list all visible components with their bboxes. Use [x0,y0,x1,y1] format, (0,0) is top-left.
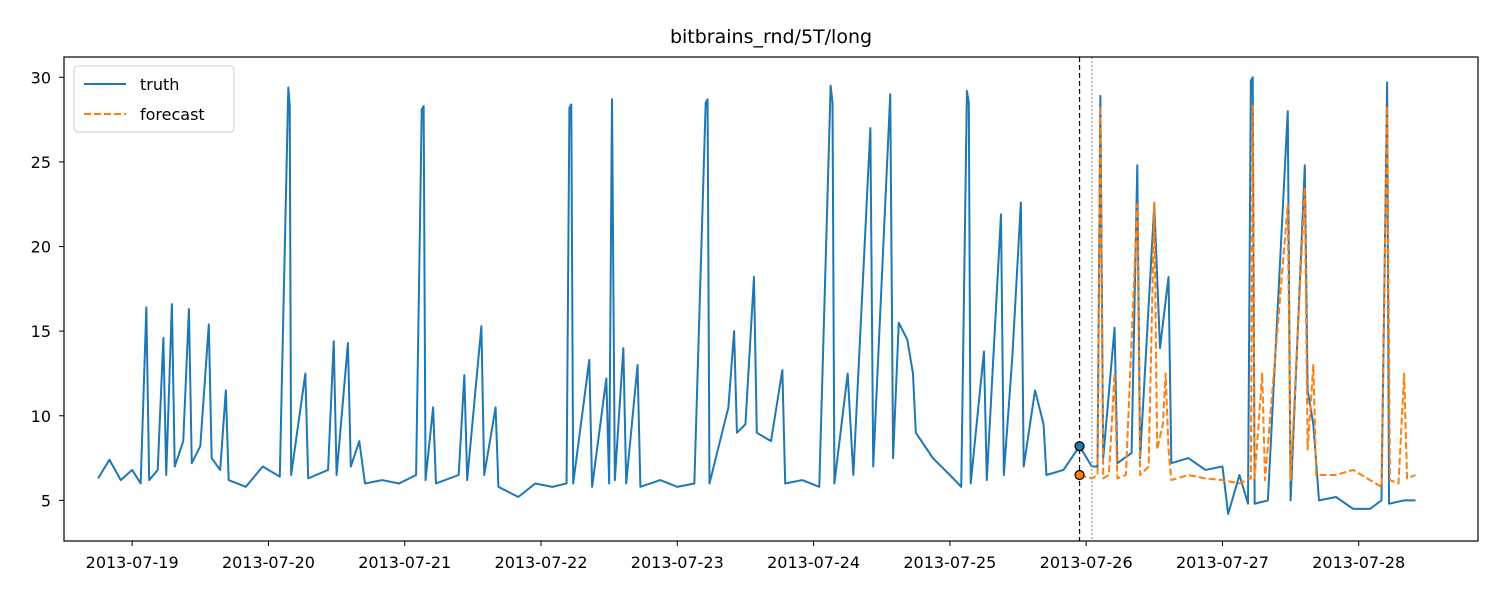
series-layer [97,76,1416,515]
x-tick-label: 2013-07-24 [767,553,860,572]
vline-layer [1078,57,1093,541]
x-axis: 2013-07-19 2013-07-20 2013-07-21 2013-07-22… [86,541,1405,572]
x-tick-label: 2013-07-20 [222,553,315,572]
start-marker-truth [1074,441,1085,452]
y-tick-label: 25 [31,153,51,172]
y-tick-label: 10 [31,407,51,426]
plot-area-frame [63,56,1479,542]
y-axis: 5 10 15 20 25 30 [31,68,64,510]
legend: truth forecast [73,65,235,133]
x-tick-label: 2013-07-25 [903,553,996,572]
legend-label-truth: truth [140,75,179,94]
x-tick-label: 2013-07-26 [1040,553,1133,572]
chart-title: bitbrains_rnd/5T/long [670,26,872,48]
x-tick-label: 2013-07-21 [358,553,451,572]
y-tick-label: 5 [41,491,51,510]
x-tick-label: 2013-07-28 [1312,553,1405,572]
x-tick-label: 2013-07-23 [631,553,724,572]
start-marker-forecast [1074,469,1085,481]
x-tick-label: 2013-07-22 [495,553,588,572]
series-line-forecast [1079,103,1416,488]
legend-box [73,65,235,133]
series-line-truth [97,76,1416,515]
x-tick-label: 2013-07-19 [86,553,179,572]
y-tick-label: 30 [31,68,51,87]
y-tick-label: 15 [31,322,51,341]
marker-layer [1074,441,1085,481]
legend-label-forecast: forecast [140,105,205,124]
x-tick-label: 2013-07-27 [1176,553,1269,572]
y-tick-label: 20 [31,238,51,257]
